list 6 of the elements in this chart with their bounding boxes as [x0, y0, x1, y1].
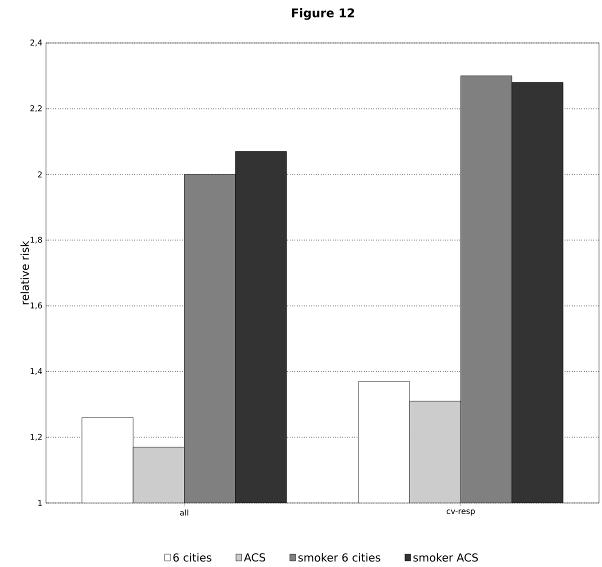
chart-title: Figure 12 — [292, 8, 354, 20]
y-axis-title: relative risk — [20, 240, 29, 304]
legend-label: smoker 6 cities — [298, 553, 380, 562]
legend-label: smoker ACS — [413, 553, 478, 562]
legend-label: ACS — [244, 553, 266, 562]
legend-label: 6 cities — [173, 553, 212, 562]
